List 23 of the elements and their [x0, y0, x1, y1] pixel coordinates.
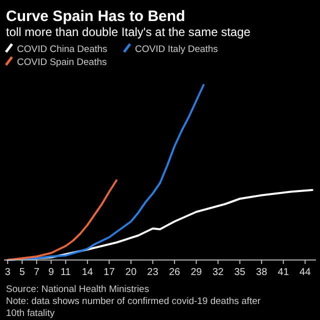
- x-tick-label: 11: [60, 267, 72, 278]
- x-tick-label: 29: [190, 267, 202, 278]
- x-tick-label: 32: [212, 267, 224, 278]
- x-tick-label: 26: [168, 267, 181, 278]
- x-tick-label: 3: [4, 267, 11, 278]
- x-tick-label: 41: [278, 267, 290, 278]
- x-tick-label: 38: [256, 267, 268, 278]
- legend-label: COVID Spain Deaths: [17, 57, 108, 68]
- chart-title: Curve Spain Has to Bend: [6, 8, 186, 25]
- chart-subtitle: toll more than double Italy's at the same stage: [6, 25, 251, 39]
- text: Note: data shows number of confirmed covid-19 deaths after 10th fatality: [6, 296, 261, 319]
- x-tick-label: 7: [34, 267, 40, 278]
- x-tick-label: 5: [19, 267, 26, 278]
- x-tick-label: 20: [125, 267, 137, 278]
- source-note: Source: National Health Ministries: [6, 284, 150, 295]
- x-tick-label: 44: [300, 267, 312, 278]
- x-tick-label: 17: [104, 267, 116, 278]
- legend-label: COVID Italy Deaths: [135, 44, 218, 55]
- x-tick-label: 14: [82, 267, 94, 278]
- x-tick-label: 9: [48, 267, 54, 278]
- x-tick-label: 35: [234, 267, 246, 278]
- x-tick-label: 23: [147, 267, 159, 278]
- legend-label: COVID China Deaths: [17, 44, 108, 55]
